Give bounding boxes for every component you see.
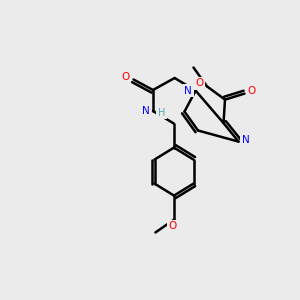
Text: O: O <box>168 221 177 231</box>
Text: O: O <box>195 78 204 88</box>
Text: N: N <box>142 106 149 116</box>
Text: O: O <box>121 71 129 82</box>
Text: N: N <box>242 135 250 146</box>
Text: H: H <box>158 107 165 118</box>
Text: O: O <box>248 86 256 96</box>
Text: N: N <box>184 85 192 96</box>
